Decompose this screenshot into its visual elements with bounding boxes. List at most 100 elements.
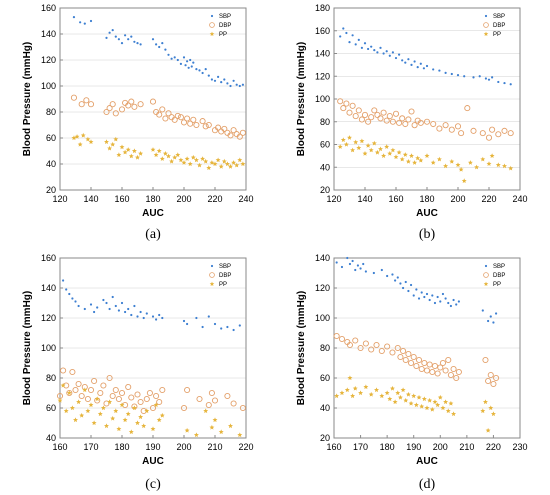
data-point-pp <box>159 156 165 161</box>
data-point-sbp <box>186 322 189 326</box>
data-point-pp <box>508 165 514 171</box>
data-point-pp <box>352 385 358 391</box>
y-tick-label: 140 <box>41 29 56 39</box>
data-point-dbp <box>112 110 119 117</box>
data-point-sbp <box>423 295 426 299</box>
data-point-pp <box>215 157 221 163</box>
data-point-dbp <box>106 374 113 382</box>
x-tick-label: 180 <box>114 442 129 452</box>
data-point-pp <box>443 399 449 405</box>
legend-label-dbp: DBP <box>219 273 231 279</box>
data-point-pp <box>421 396 427 402</box>
data-point-dbp <box>413 362 420 370</box>
data-point-sbp <box>182 56 186 59</box>
data-point-sbp <box>503 81 506 85</box>
series-sbp <box>339 27 512 86</box>
data-point-dbp <box>431 362 439 370</box>
data-point-pp <box>389 385 395 391</box>
data-point-dbp <box>131 103 138 110</box>
data-point-pp <box>135 154 140 160</box>
data-point-dbp <box>507 130 514 137</box>
chart-panel-2: 120 140 160 180 200 220 240 20 40 60 80 100 120 140 16… <box>296 3 528 242</box>
data-point-sbp <box>217 75 220 78</box>
data-point-dbp <box>125 102 132 109</box>
data-point-pp <box>128 429 134 435</box>
data-point-dbp <box>103 400 110 407</box>
data-point-sbp <box>189 58 192 62</box>
data-point-pp <box>116 426 122 432</box>
data-point-dbp <box>358 116 365 123</box>
data-point-sbp <box>124 34 127 37</box>
data-point-dbp <box>205 121 212 129</box>
data-point-dbp <box>458 130 465 137</box>
data-point-dbp <box>239 129 246 136</box>
data-point-dbp <box>346 341 353 349</box>
legend-marker-dbp <box>483 272 489 278</box>
data-point-dbp <box>436 125 443 132</box>
data-point-pp <box>218 164 224 169</box>
data-point-pp <box>116 152 122 157</box>
data-point-pp <box>113 136 119 142</box>
panel-label: (c) <box>145 477 161 492</box>
data-point-sbp <box>432 68 435 71</box>
data-point-sbp <box>410 63 413 66</box>
data-point-pp <box>408 400 414 406</box>
data-point-sbp <box>394 279 397 282</box>
data-point-pp <box>343 141 349 147</box>
data-point-dbp <box>340 105 347 112</box>
data-point-pp <box>80 132 86 138</box>
data-point-sbp <box>339 35 342 38</box>
legend-label-sbp: SBP <box>219 264 231 270</box>
data-point-sbp <box>195 316 198 320</box>
data-point-pp <box>393 154 399 160</box>
data-point-sbp <box>391 273 394 276</box>
data-point-pp <box>150 147 156 152</box>
data-point-pp <box>166 153 171 159</box>
y-tick-label: 120 <box>41 55 56 65</box>
data-point-sbp <box>108 307 111 311</box>
data-point-pp <box>231 160 237 165</box>
data-point-sbp <box>438 69 441 72</box>
x-axis-label: AUC <box>416 208 438 219</box>
legend-marker-dbp <box>209 272 215 278</box>
data-point-sbp <box>120 42 124 45</box>
data-point-pp <box>156 417 162 423</box>
y-tick-label: 140 <box>315 49 330 59</box>
data-point-sbp <box>124 310 127 314</box>
data-point-pp <box>73 417 78 423</box>
legend: SBP DBP PP <box>483 14 505 38</box>
data-point-pp <box>488 405 494 411</box>
data-point-dbp <box>190 116 197 123</box>
x-tick-label: 180 <box>419 194 434 204</box>
data-point-dbp <box>338 335 346 343</box>
data-point-dbp <box>97 389 104 397</box>
data-point-dbp <box>352 113 359 120</box>
data-point-sbp <box>105 36 108 40</box>
data-point-pp <box>228 164 233 169</box>
data-point-pp <box>489 153 495 158</box>
data-point-sbp <box>79 21 82 24</box>
data-point-sbp <box>420 291 423 294</box>
data-point-dbp <box>400 347 407 355</box>
data-point-dbp <box>343 100 350 107</box>
data-point-sbp <box>346 256 349 260</box>
data-point-dbp <box>380 109 387 116</box>
data-point-sbp <box>167 53 170 56</box>
data-point-pp <box>387 396 393 402</box>
data-point-dbp <box>227 132 234 139</box>
x-tick-label: 160 <box>52 442 67 452</box>
data-point-sbp <box>173 56 176 59</box>
data-point-dbp <box>501 127 508 134</box>
data-point-dbp <box>417 119 424 126</box>
data-point-pp <box>190 154 196 160</box>
data-point-sbp <box>229 84 232 88</box>
data-point-pp <box>347 375 353 381</box>
legend-marker-sbp <box>210 14 214 18</box>
data-point-sbp <box>96 306 99 309</box>
data-point-dbp <box>87 101 95 108</box>
data-point-pp <box>451 411 457 417</box>
data-point-pp <box>110 141 116 147</box>
data-point-sbp <box>83 307 86 311</box>
data-point-dbp <box>72 386 79 394</box>
